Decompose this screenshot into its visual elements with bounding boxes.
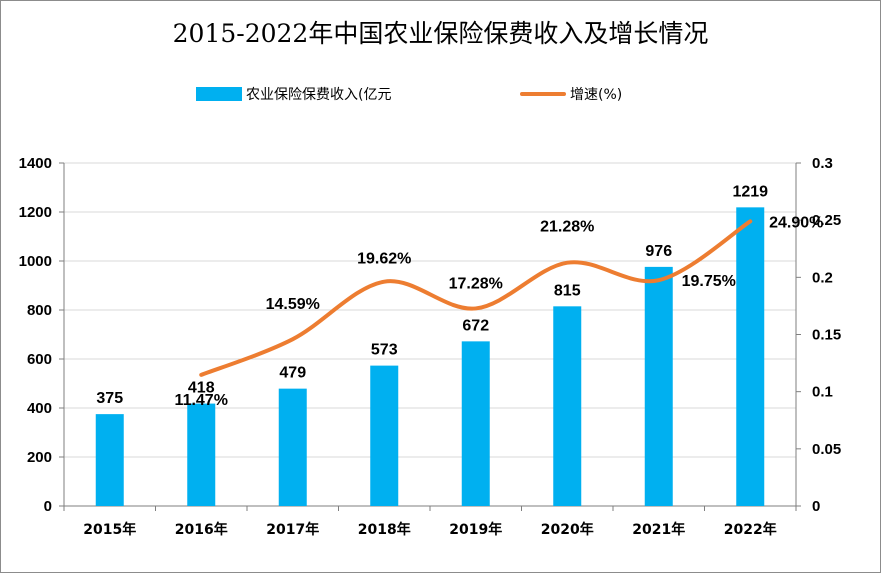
- growth-value-label: 11.47%: [175, 392, 228, 409]
- bar: [95, 414, 124, 506]
- growth-value-label: 19.62%: [357, 251, 411, 268]
- y-right-tick-label: 0.05: [812, 441, 841, 458]
- x-tick-label: 2018年: [358, 521, 411, 538]
- legend-swatch-revenue: [196, 87, 242, 101]
- x-tick-label: 2019年: [449, 521, 502, 538]
- x-tick-label: 2021年: [632, 521, 685, 538]
- growth-value-label: 14.59%: [266, 296, 320, 313]
- legend-label-revenue: 农业保险保费收入(亿元: [246, 87, 392, 103]
- x-tick-label: 2016年: [175, 521, 228, 538]
- bar: [644, 266, 673, 506]
- y-left-tick-label: 1400: [19, 155, 52, 172]
- x-tick-label: 2017年: [266, 521, 319, 538]
- bar: [370, 365, 399, 506]
- y-left-tick-label: 1000: [19, 253, 52, 270]
- y-left-tick-label: 200: [27, 449, 52, 466]
- chart-title: 2015-2022年中国农业保险保费收入及增长情况: [172, 19, 709, 48]
- growth-value-label: 24.90%: [769, 214, 823, 231]
- y-right-tick-label: 0.15: [812, 327, 841, 344]
- bar-value-label: 375: [96, 390, 123, 407]
- legend-item-growth: 增速(%): [520, 84, 622, 104]
- y-right-tick-label: 0.2: [812, 269, 833, 286]
- y-left-tick-label: 1200: [19, 204, 52, 221]
- legend-label-growth: 增速(%): [570, 87, 623, 103]
- y-left-tick-label: 600: [27, 351, 52, 368]
- chart-legend: 农业保险保费收入(亿元 增速(%): [0, 84, 881, 104]
- bar: [278, 388, 307, 506]
- bar: [461, 341, 490, 506]
- y-right-tick-label: 0.3: [812, 155, 833, 172]
- y-right-tick-label: 0.1: [812, 384, 833, 401]
- bar: [187, 403, 216, 506]
- y-right-tick-label: 0: [812, 498, 820, 515]
- bar-value-label: 1219: [732, 183, 768, 200]
- bar: [553, 306, 582, 506]
- bar-value-label: 573: [371, 342, 398, 359]
- y-left-tick-label: 0: [44, 498, 52, 515]
- x-tick-label: 2020年: [541, 521, 594, 538]
- legend-item-revenue: 农业保险保费收入(亿元: [196, 84, 391, 104]
- x-tick-label: 2015年: [83, 521, 136, 538]
- bar-value-label: 672: [462, 317, 489, 334]
- y-left-tick-label: 800: [27, 302, 52, 319]
- y-left-tick-label: 400: [27, 400, 52, 417]
- bar-value-label: 479: [279, 365, 306, 382]
- growth-value-label: 21.28%: [540, 219, 594, 236]
- bar: [736, 207, 765, 506]
- bar-value-label: 815: [554, 282, 581, 299]
- growth-line: [199, 219, 753, 377]
- x-tick-label: 2022年: [724, 521, 777, 538]
- growth-value-label: 17.28%: [449, 275, 503, 292]
- y-right-tick-label: 0.25: [812, 212, 841, 229]
- legend-swatch-growth: [520, 92, 566, 96]
- growth-value-label: 19.75%: [682, 273, 736, 290]
- bar-value-label: 418: [188, 380, 215, 397]
- bar-value-label: 976: [645, 243, 672, 260]
